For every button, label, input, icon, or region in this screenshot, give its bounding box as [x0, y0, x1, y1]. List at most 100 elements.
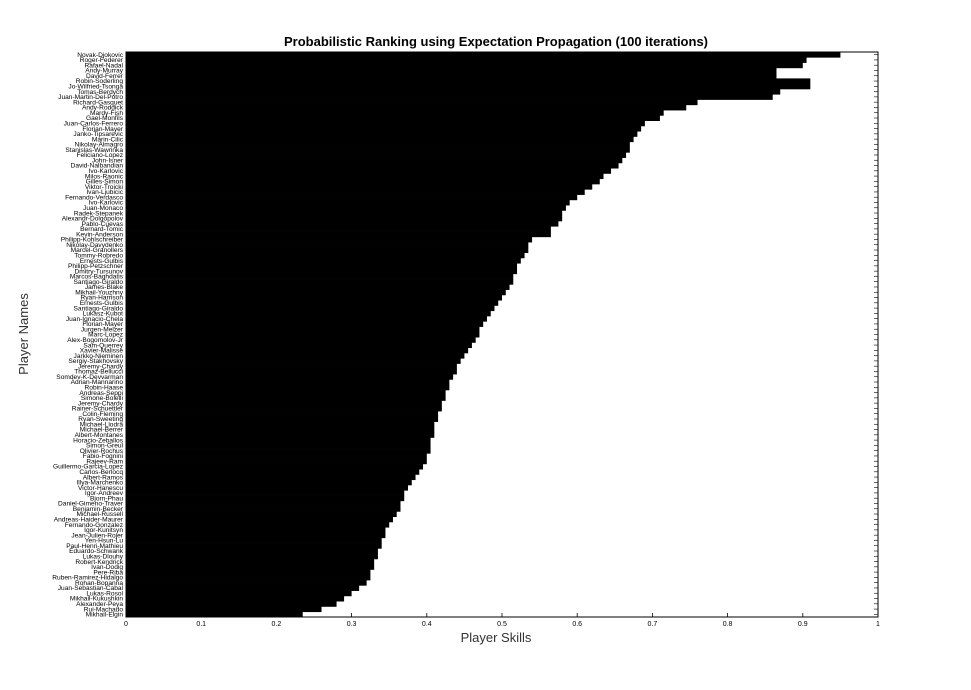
player-name-label: Illya-Marchenko — [76, 480, 123, 487]
player-name-label: Fernando-Verdasco — [65, 194, 123, 201]
bar-97 — [126, 564, 375, 570]
bar-13 — [126, 120, 645, 127]
player-name-label: Feliciano-Lopez — [76, 152, 123, 159]
bar-4 — [126, 73, 777, 79]
player-name-label: Daniel-Gimeno-Traver — [58, 501, 124, 508]
player-name-label: Andy-Murray — [85, 68, 123, 75]
bar-90 — [126, 527, 386, 533]
player-name-label: Bernard-Tomic — [80, 226, 124, 233]
player-name-label: Xavier-Malisse — [80, 348, 124, 355]
bar-25 — [126, 184, 593, 190]
player-name-label: Victor-Hanescu — [78, 485, 123, 492]
player-name-label: Rohan-Bopanna — [75, 580, 123, 587]
bar-64 — [126, 389, 446, 396]
player-name-label: Nikolay-Almagro — [75, 142, 124, 149]
x-tick-label: 0.8 — [723, 621, 733, 628]
bar-44 — [126, 284, 510, 290]
bar-58 — [126, 358, 461, 364]
bar-51 — [126, 321, 484, 327]
player-name-label: Simon-Greul — [86, 443, 124, 450]
player-name-label: Benjamin-Becker — [73, 506, 124, 513]
player-name-label: Carlos-Berlocq — [79, 469, 123, 476]
x-tick-label: 0.7 — [648, 621, 658, 628]
player-name-label: Sergiy-Stakhovsky — [68, 358, 123, 365]
player-name-label: Santiago-Giraldo — [74, 279, 124, 286]
player-name-label: Ruben-Ramirez-Hidalgo — [52, 575, 123, 582]
bar-79 — [126, 469, 420, 475]
bar-105 — [126, 606, 322, 613]
player-name-label: Ivo-Karlovic — [89, 200, 124, 207]
player-name-label: Stanislas-Wawrinka — [65, 147, 123, 154]
player-name-label: Andy-Roddick — [82, 105, 124, 112]
bar-7 — [126, 88, 781, 95]
player-name-label: Juan-Monaco — [83, 205, 123, 212]
player-name-label: Ernests-Gulbis — [80, 300, 124, 307]
player-name-label: Paul-Henri-Mathieu — [66, 543, 123, 550]
player-name-label: Simone-Bolelli — [81, 395, 124, 402]
player-name-label: Mardy-Fish — [90, 110, 123, 117]
x-tick-label: 0.3 — [347, 621, 357, 628]
player-name-label: Dmitry-Tursunov — [75, 268, 124, 275]
bar-10 — [126, 104, 687, 111]
player-name-label: Gilles-Simon — [86, 179, 124, 186]
player-name-label: Santiago-Giraldo — [74, 305, 124, 312]
player-name-label: Ernests-Gulbis — [80, 258, 124, 265]
bar-75 — [126, 448, 431, 454]
player-name-label: Ivan-Dodig — [91, 564, 123, 571]
player-name-label: Jo-Wilfried-Tsonga — [68, 84, 123, 91]
bar-106 — [126, 611, 303, 618]
player-name-label: Adrian-Mannarino — [71, 379, 124, 386]
bar-8 — [126, 94, 773, 100]
player-name-label: Jarkko-Nieminen — [74, 353, 124, 360]
bar-9 — [126, 99, 698, 106]
bar-102 — [126, 590, 352, 597]
player-name-label: Milos-Raonic — [85, 173, 124, 180]
player-name-label: Florian-Mayer — [82, 126, 123, 133]
bar-73 — [126, 437, 431, 444]
bar-53 — [126, 331, 480, 338]
bar-85 — [126, 500, 401, 507]
bar-31 — [126, 215, 563, 222]
bar-6 — [126, 83, 811, 90]
bar-42 — [126, 273, 514, 280]
player-name-label: Viktor-Troicki — [85, 184, 124, 191]
bar-60 — [126, 368, 457, 375]
player-name-label: Ivan-Ljubicic — [86, 189, 123, 196]
player-name-label: Florian-Mayer — [82, 321, 123, 328]
player-name-label: Lukas-Dlouhy — [83, 553, 124, 560]
x-axis-label: Player Skills — [461, 630, 532, 645]
x-tick-label: 0.9 — [798, 621, 808, 628]
bar-67 — [126, 405, 442, 412]
bar-48 — [126, 305, 495, 312]
player-name-label: Kevin-Anderson — [76, 231, 123, 238]
bar-21 — [126, 162, 619, 169]
bar-78 — [126, 463, 424, 470]
bar-94 — [126, 548, 378, 554]
player-name-label: Olivier-Rochus — [80, 448, 124, 455]
x-tick-label: 1 — [876, 621, 880, 628]
bar-100 — [126, 580, 367, 586]
bar-52 — [126, 326, 480, 333]
bar-104 — [126, 601, 337, 607]
bar-65 — [126, 395, 446, 401]
player-name-label: Andreas-Haider-Maurer — [54, 517, 124, 524]
bar-96 — [126, 558, 375, 565]
bar-12 — [126, 115, 660, 121]
player-name-label: Philipp-Petzschner — [68, 263, 124, 270]
bar-101 — [126, 585, 360, 591]
player-name-label: Rui-Machado — [84, 606, 124, 613]
x-tick-label: 0.5 — [497, 621, 507, 628]
bar-30 — [126, 210, 563, 217]
bar-20 — [126, 157, 623, 164]
player-name-label: Guillermo-Garcia-Lopez — [53, 464, 123, 471]
bar-68 — [126, 411, 439, 417]
bar-82 — [126, 484, 408, 491]
player-name-label: Rainer-Schuettler — [72, 406, 124, 413]
player-name-label: Robert-Kendrick — [75, 559, 123, 566]
bar-91 — [126, 532, 386, 539]
player-name-label: Mikhail-Kukushkin — [70, 596, 123, 603]
player-name-label: Ryan-Harrison — [80, 295, 123, 302]
bar-84 — [126, 495, 405, 502]
bar-50 — [126, 316, 487, 322]
bar-0 — [126, 52, 841, 58]
